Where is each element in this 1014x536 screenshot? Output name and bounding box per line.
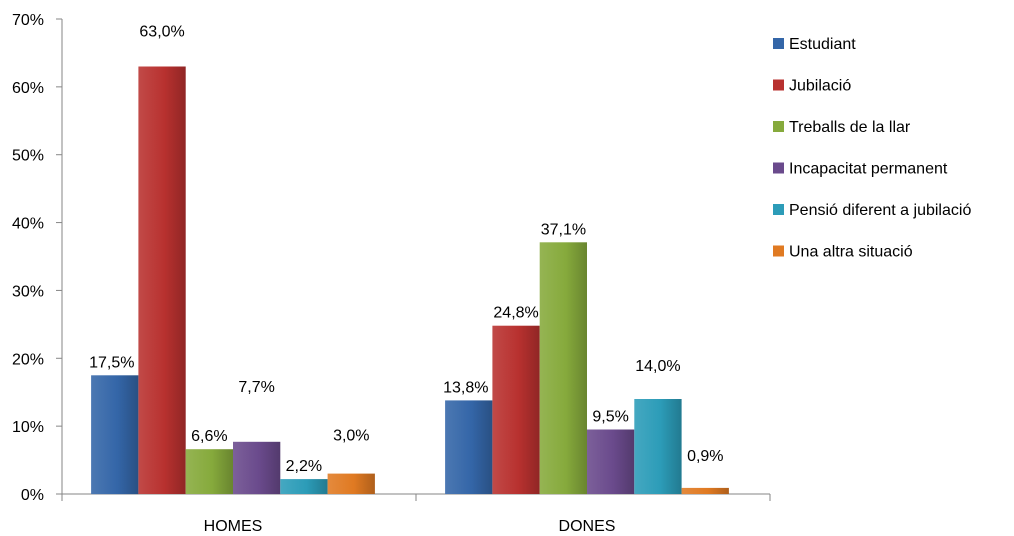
legend-label: Jubilació: [789, 78, 851, 95]
bar-treballs-de-la-llar-dones: [539, 242, 587, 495]
legend-swatch: [773, 79, 784, 91]
data-labels: 17,5% 63,0% 6,6% 7,7% 2,2% 3,0% 13,8% 24,8% 37,1…: [89, 24, 723, 476]
legend-swatch: [773, 38, 784, 49]
bar-incapacitat-permanent-dones: [587, 429, 635, 494]
data-label: 3,0%: [333, 428, 369, 445]
legend-label: Pensió diferent a jubilació: [789, 202, 971, 219]
legend-label: Incapacitat permanent: [789, 161, 948, 178]
y-tick-label: 30%: [12, 283, 44, 300]
data-label: 17,5%: [89, 354, 134, 371]
y-tick-label: 10%: [12, 419, 44, 436]
legend-label: Estudiant: [789, 36, 856, 53]
y-tick-label: 60%: [12, 80, 44, 97]
y-tick-label: 0%: [21, 487, 44, 504]
y-tick-label: 70%: [12, 12, 44, 29]
data-label: 9,5%: [592, 409, 628, 426]
bar-estudiant-dones: [445, 400, 493, 494]
y-tick-label: 40%: [12, 216, 44, 233]
legend-swatch: [773, 162, 784, 174]
data-label: 13,8%: [443, 379, 488, 396]
data-label: 63,0%: [139, 24, 184, 41]
y-tick-label: 20%: [12, 351, 44, 368]
legend-swatch: [773, 245, 784, 257]
bar-pensi-diferent-a-jubilaci--dones: [634, 399, 682, 494]
legend-label: Treballs de la llar: [789, 119, 911, 136]
bar-una-altra-situaci--dones: [681, 487, 729, 494]
bar-treballs-de-la-llar-homes: [185, 449, 233, 494]
legend-label: Una altra situació: [789, 244, 913, 261]
x-category-label: HOMES: [204, 518, 263, 535]
bar-pensi-diferent-a-jubilaci--homes: [280, 479, 328, 494]
x-axis: HOMES DONES: [61, 493, 771, 535]
bar-estudiant-homes: [91, 375, 139, 495]
y-axis: 0% 10% 20% 30% 40% 50% 60% 70%: [12, 12, 63, 504]
bars: [91, 66, 729, 495]
legend-swatch: [773, 204, 784, 215]
legend: Estudiant Jubilació Treballs de la llar Inc…: [773, 36, 971, 261]
data-label: 37,1%: [541, 221, 586, 238]
data-label: 2,2%: [286, 458, 322, 475]
data-label: 7,7%: [238, 379, 274, 396]
legend-swatch: [773, 121, 784, 132]
data-label: 0,9%: [687, 448, 723, 465]
data-label: 14,0%: [635, 358, 680, 375]
x-category-label: DONES: [559, 518, 616, 535]
bar-jubilaci--homes: [138, 66, 186, 494]
bar-incapacitat-permanent-homes: [233, 441, 281, 495]
data-label: 24,8%: [493, 305, 538, 322]
bar-una-altra-situaci--homes: [327, 473, 375, 494]
bar-jubilaci--dones: [492, 325, 540, 494]
y-tick-label: 50%: [12, 148, 44, 165]
data-label: 6,6%: [191, 428, 227, 445]
